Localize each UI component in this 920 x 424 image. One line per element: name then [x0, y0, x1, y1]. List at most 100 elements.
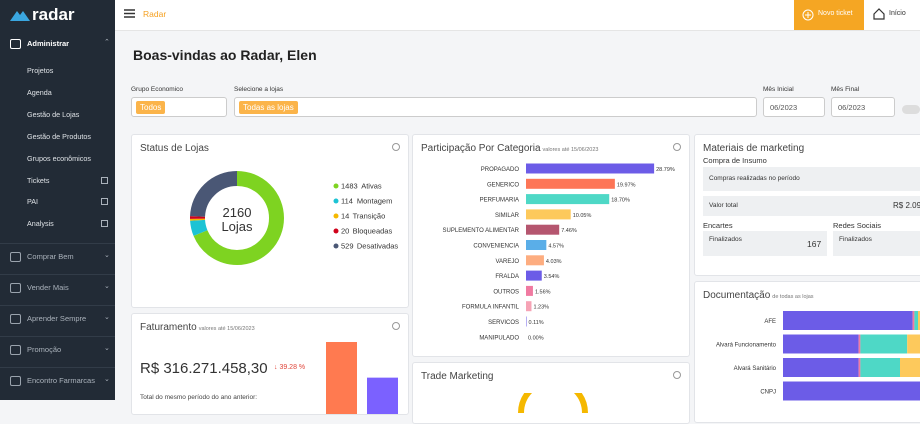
- topbar-title: Radar: [143, 9, 166, 19]
- category-label: VAREJO: [495, 259, 519, 265]
- legend-value: 14: [341, 212, 349, 221]
- doc-segment: [783, 311, 913, 330]
- info-icon[interactable]: [673, 371, 681, 379]
- category-bar: [526, 301, 531, 311]
- toggle[interactable]: [902, 105, 920, 114]
- value-label: 3.54%: [544, 274, 560, 280]
- legend-dot: [334, 214, 339, 219]
- value-label: 1.23%: [533, 305, 549, 311]
- info-box: Valor total R$ 2.09: [703, 196, 920, 216]
- nav-section[interactable]: Vender Mais: [27, 283, 69, 292]
- nav-section[interactable]: Comprar Bem: [27, 252, 74, 261]
- nav-icon: [10, 345, 21, 355]
- info-box: Finalizados: [833, 231, 920, 256]
- trade-marketing-card: Trade Marketing: [412, 362, 690, 424]
- revenue-bars: [132, 314, 408, 414]
- start-month-input[interactable]: 06/2023: [763, 97, 825, 117]
- legend-dot: [334, 244, 339, 249]
- nav-item[interactable]: Gestão de Lojas: [27, 110, 79, 119]
- category-bar: [526, 271, 542, 281]
- category-label: SIMILAR: [495, 213, 520, 219]
- category-label: MANIPULADO: [479, 335, 519, 341]
- box-label: Valor total: [709, 202, 738, 209]
- heading: Boas-vindas ao Radar, Elen: [133, 47, 317, 63]
- box-value: R$ 2.09: [893, 201, 920, 210]
- value-label: 18.70%: [611, 198, 630, 204]
- category-label: FORMULA INFANTIL: [462, 305, 520, 311]
- doc-segment: [914, 311, 918, 330]
- category-label: PERFUMARIA: [480, 198, 519, 204]
- category-label: CONVENIENCIA: [473, 244, 519, 250]
- legend-dot: [334, 184, 339, 189]
- revenue-bar: [367, 378, 398, 414]
- value-label: 10.05%: [573, 213, 592, 219]
- nav-item[interactable]: Projetos: [27, 66, 53, 75]
- legend-value: 114: [341, 197, 353, 206]
- section-title: Compra de Insumo: [703, 156, 767, 165]
- divider: [0, 243, 115, 244]
- divider: [0, 367, 115, 368]
- donut-stub: [493, 393, 613, 413]
- doc-segment: [783, 335, 859, 354]
- nav-item[interactable]: Grupos econômicos: [27, 154, 91, 163]
- value-label: 4.03%: [546, 259, 562, 265]
- new-ticket-button[interactable]: Novo ticket: [794, 0, 864, 30]
- category-label: SUPLEMENTO ALIMENTAR: [443, 228, 520, 234]
- donut-total: 2160: [223, 205, 252, 220]
- value-label: 19.97%: [617, 182, 636, 188]
- filter-label: Grupo Economico: [131, 86, 183, 93]
- doc-label: CNPJ: [760, 390, 776, 396]
- nav-section[interactable]: Promoção: [27, 345, 61, 354]
- group-select[interactable]: Todos: [131, 97, 227, 117]
- nav-item[interactable]: Analysis: [27, 219, 54, 228]
- nav-icon: [10, 314, 21, 324]
- doc-segment: [860, 358, 900, 377]
- nav-item[interactable]: PAI: [27, 197, 38, 206]
- nav-section[interactable]: Encontro Farmarcas: [27, 376, 95, 385]
- category-bar: [526, 255, 544, 265]
- menu-icon[interactable]: [124, 9, 135, 18]
- nav-icon: [10, 283, 21, 293]
- donut-total-label: Lojas: [221, 219, 253, 234]
- nav-section[interactable]: Aprender Sempre: [27, 314, 86, 323]
- home-link[interactable]: Início: [889, 10, 906, 17]
- nav-item[interactable]: Gestão de Produtos: [27, 132, 91, 141]
- legend-label: Montagem: [357, 197, 392, 206]
- nav-item[interactable]: Tickets: [27, 176, 50, 185]
- home-icon[interactable]: [873, 8, 885, 20]
- category-bar: [526, 179, 615, 189]
- legend-value: 529: [341, 242, 354, 251]
- external-icon: [101, 198, 108, 205]
- select-value: Todos: [136, 101, 165, 114]
- legend-value: 20: [341, 227, 349, 236]
- legend-dot: [334, 199, 339, 204]
- chevron: ⌄: [104, 251, 110, 259]
- value-label: 28.79%: [656, 167, 675, 173]
- logo-icon: [10, 9, 30, 22]
- info-box: Compras realizadas no período: [703, 167, 920, 191]
- doc-label: AFE: [764, 319, 776, 325]
- nav-section[interactable]: Administrar: [27, 39, 69, 48]
- divider: [0, 274, 115, 275]
- category-bar: [526, 164, 654, 174]
- nav-icon: [10, 376, 21, 386]
- external-icon: [101, 177, 108, 184]
- doc-segment: [783, 382, 920, 401]
- legend-value: 1483: [341, 182, 358, 191]
- stores-select[interactable]: Todas as lojas: [234, 97, 757, 117]
- value-label: 1.56%: [535, 289, 551, 295]
- nav-item[interactable]: Agenda: [27, 88, 52, 97]
- card-title: Materiais de marketing: [703, 143, 804, 154]
- doc-label: Alvará Funcionamento: [716, 343, 777, 349]
- category-bar: [526, 209, 571, 219]
- legend-label: Transição: [353, 212, 386, 221]
- doc-segment: [860, 335, 907, 354]
- value-label: 7.46%: [561, 228, 577, 234]
- topbar: Radar Novo ticket Início: [115, 0, 920, 31]
- end-month-input[interactable]: 06/2023: [831, 97, 895, 117]
